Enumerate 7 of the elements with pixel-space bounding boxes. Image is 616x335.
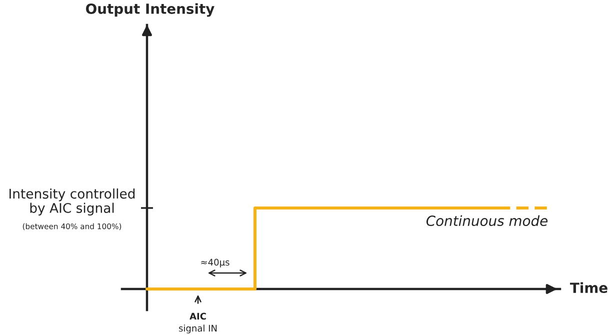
- annotation: ≈40µs: [201, 258, 230, 268]
- annotation: Continuous mode: [426, 215, 548, 226]
- chart-title: Output Intensity: [86, 3, 214, 17]
- text: signal IN: [178, 324, 217, 334]
- annotation: Intensity controlled by AIC signal: [10, 188, 135, 216]
- x-axis-title: Time: [570, 282, 608, 294]
- text: AIC: [190, 312, 206, 320]
